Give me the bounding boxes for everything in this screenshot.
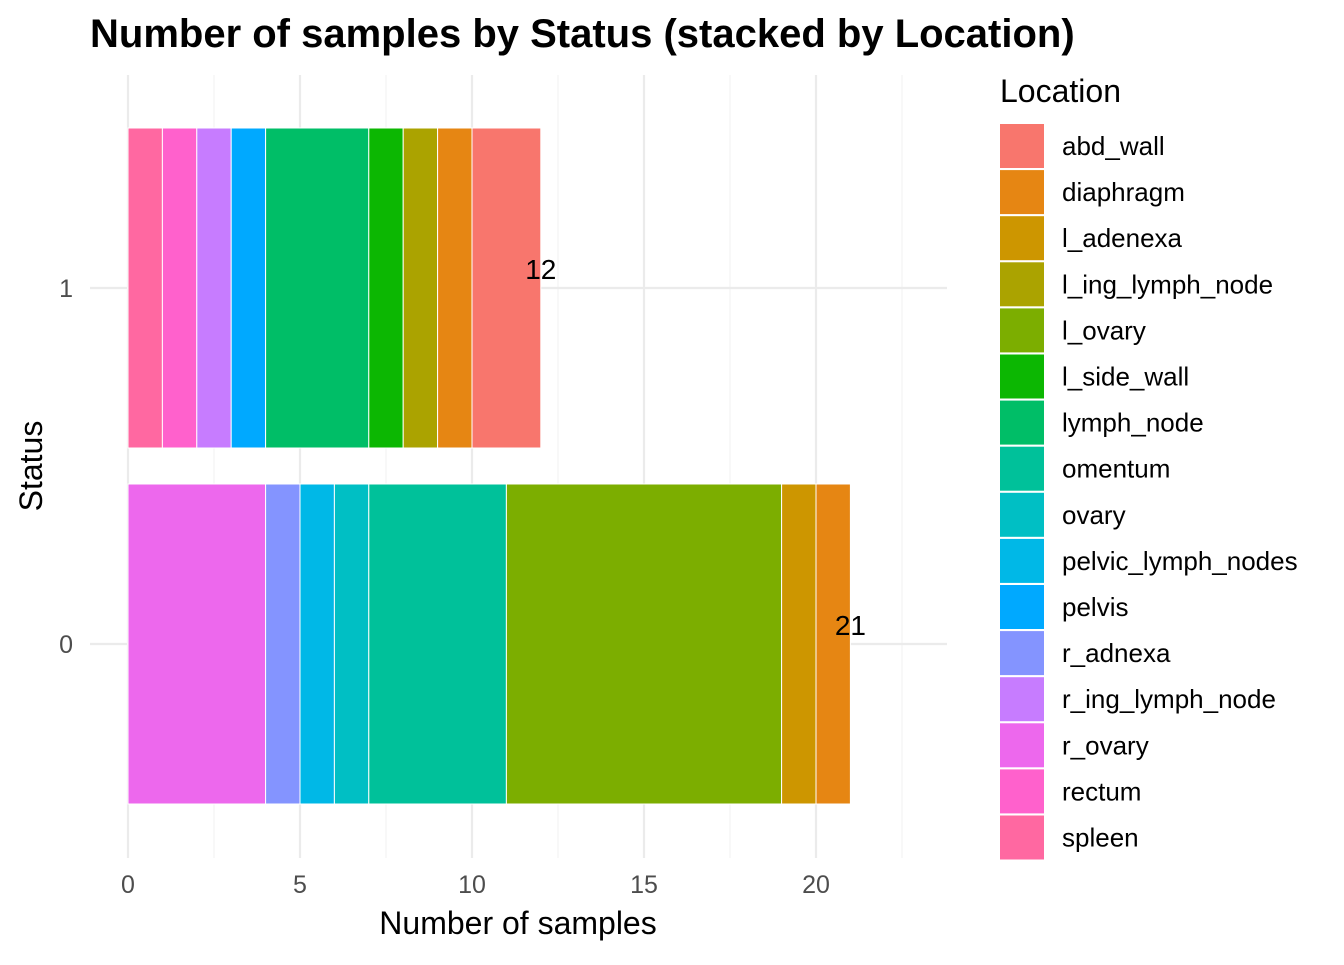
- bar-segment-diaphragm: [815, 483, 851, 805]
- legend-key-pelvic_lymph_nodes: [1000, 538, 1044, 583]
- legend-key-r_ing_lymph_node: [1000, 677, 1044, 722]
- bar-segment-pelvis: [230, 127, 267, 449]
- legend-label: diaphragm: [1062, 177, 1185, 207]
- bar-segment-r_ovary: [127, 483, 267, 805]
- bar-segment-r_ing_lymph_node: [196, 127, 232, 449]
- x-tick-label: 10: [458, 871, 486, 899]
- legend-key-diaphragm: [1000, 170, 1044, 215]
- legend-key-l_side_wall: [1000, 354, 1044, 399]
- bar-segment-rectum: [161, 127, 198, 449]
- legend-label: spleen: [1062, 823, 1139, 853]
- legend-label: pelvis: [1062, 592, 1128, 622]
- bar-segment-lymph_node: [265, 127, 370, 449]
- legend-key-lymph_node: [1000, 400, 1044, 445]
- bar-segment-l_ing_lymph_node: [402, 127, 439, 449]
- x-tick-label: 0: [121, 871, 135, 899]
- bars: [127, 127, 851, 805]
- legend-label: ovary: [1062, 500, 1126, 530]
- bar-segment-r_adnexa: [265, 483, 301, 805]
- x-tick-label: 20: [802, 871, 830, 899]
- legend-label: l_side_wall: [1062, 362, 1189, 392]
- y-tick-label: 0: [59, 631, 73, 659]
- legend-key-abd_wall: [1000, 124, 1044, 168]
- legend-label: l_adenexa: [1062, 223, 1183, 253]
- bar-segment-abd_wall: [471, 127, 542, 449]
- x-axis-label: Number of samples: [379, 905, 656, 941]
- y-axis-label: Status: [13, 421, 49, 512]
- bar-segment-spleen: [127, 127, 163, 449]
- legend-label: r_adnexa: [1062, 638, 1171, 668]
- x-tick-label: 5: [293, 871, 307, 899]
- legend-key-omentum: [1000, 446, 1044, 491]
- bar-segment-l_ovary: [505, 483, 783, 805]
- bar-segment-omentum: [368, 483, 507, 805]
- bar-segment-l_side_wall: [368, 127, 404, 449]
- legend-key-spleen: [1000, 815, 1044, 860]
- legend-key-l_ing_lymph_node: [1000, 262, 1044, 307]
- legend-label: l_ing_lymph_node: [1062, 269, 1273, 299]
- legend-key-ovary: [1000, 492, 1044, 537]
- bar-segment-diaphragm: [437, 127, 473, 449]
- total-label: 21: [835, 610, 866, 641]
- legend-label: rectum: [1062, 776, 1141, 806]
- legend-label: r_ing_lymph_node: [1062, 684, 1276, 714]
- legend-key-r_adnexa: [1000, 631, 1044, 676]
- legend-key-rectum: [1000, 769, 1044, 814]
- legend-label: abd_wall: [1062, 131, 1165, 161]
- legend: abd_wall diaphragm l_adenexa l_ing_lymph_no…: [1000, 124, 1298, 860]
- legend-label: pelvic_lymph_nodes: [1062, 546, 1298, 576]
- legend-label: l_ovary: [1062, 315, 1146, 345]
- legend-title: Location: [1000, 73, 1121, 109]
- total-label: 12: [525, 254, 556, 285]
- legend-key-r_ovary: [1000, 723, 1044, 768]
- bar-segment-pelvic_lymph_nodes: [299, 483, 335, 805]
- legend-label: r_ovary: [1062, 730, 1149, 760]
- y-tick-label: 1: [59, 275, 73, 303]
- bar-segment-ovary: [333, 483, 370, 805]
- legend-key-pelvis: [1000, 585, 1044, 629]
- total-labels: 12 21: [525, 254, 866, 641]
- legend-label: omentum: [1062, 454, 1170, 484]
- bar-segment-l_adenexa: [781, 483, 817, 805]
- legend-key-l_ovary: [1000, 308, 1044, 353]
- chart-title: Number of samples by Status (stacked by …: [90, 12, 1075, 56]
- legend-key-l_adenexa: [1000, 216, 1044, 261]
- legend-label: lymph_node: [1062, 408, 1204, 438]
- x-tick-label: 15: [630, 871, 658, 899]
